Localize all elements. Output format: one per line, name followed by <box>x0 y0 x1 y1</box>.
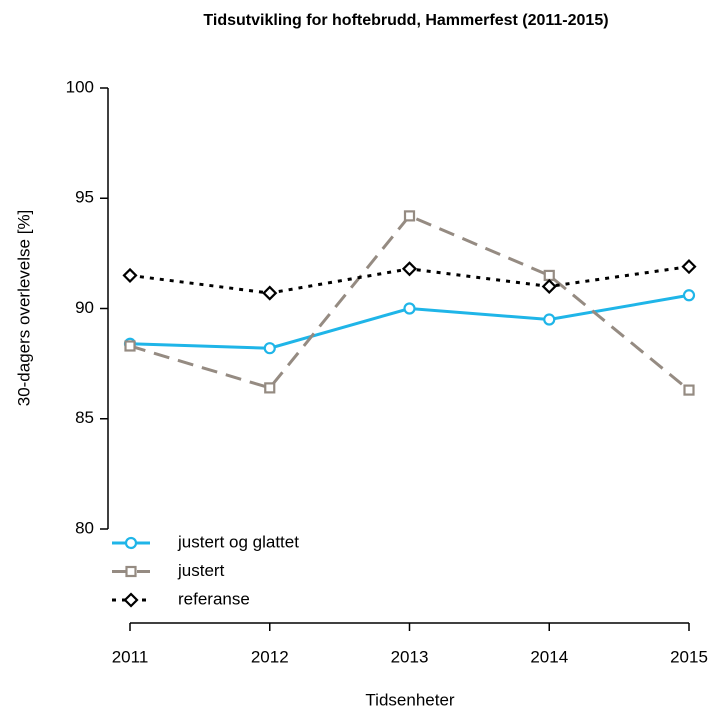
marker <box>681 259 697 275</box>
marker <box>263 342 276 355</box>
chart-title: Tidsutvikling for hoftebrudd, Hammerfest… <box>203 12 608 29</box>
marker <box>264 382 276 394</box>
y-axis-label: 30-dagers overlevelse [%] <box>14 210 33 407</box>
marker <box>541 278 557 295</box>
x-tick-label: 2013 <box>391 647 429 666</box>
marker <box>682 289 696 302</box>
x-tick-label: 2014 <box>530 647 568 666</box>
marker <box>122 267 138 283</box>
legend-label: justert og glattet <box>177 532 299 551</box>
series-line <box>129 214 690 392</box>
marker <box>543 269 555 282</box>
marker <box>262 285 278 301</box>
marker <box>403 210 416 222</box>
marker <box>683 384 695 396</box>
x-tick-label: 2015 <box>670 647 708 666</box>
y-tick-label: 95 <box>75 188 94 207</box>
x-axis-label: Tidsenheter <box>365 690 454 709</box>
x-tick-label: 2011 <box>112 647 149 666</box>
marker <box>401 261 418 277</box>
y-tick-label: 85 <box>75 408 94 427</box>
legend-label: referanse <box>178 589 250 608</box>
y-tick-label: 100 <box>66 77 94 96</box>
x-tick-label: 2012 <box>251 647 289 666</box>
y-tick-label: 80 <box>75 518 94 537</box>
marker <box>403 302 416 315</box>
legend-marker <box>123 592 139 608</box>
legend-marker <box>125 565 137 578</box>
legend-marker <box>124 536 138 550</box>
marker <box>543 313 556 326</box>
marker <box>124 340 136 352</box>
legend-label: justert <box>177 561 225 580</box>
y-tick-label: 90 <box>75 298 94 317</box>
